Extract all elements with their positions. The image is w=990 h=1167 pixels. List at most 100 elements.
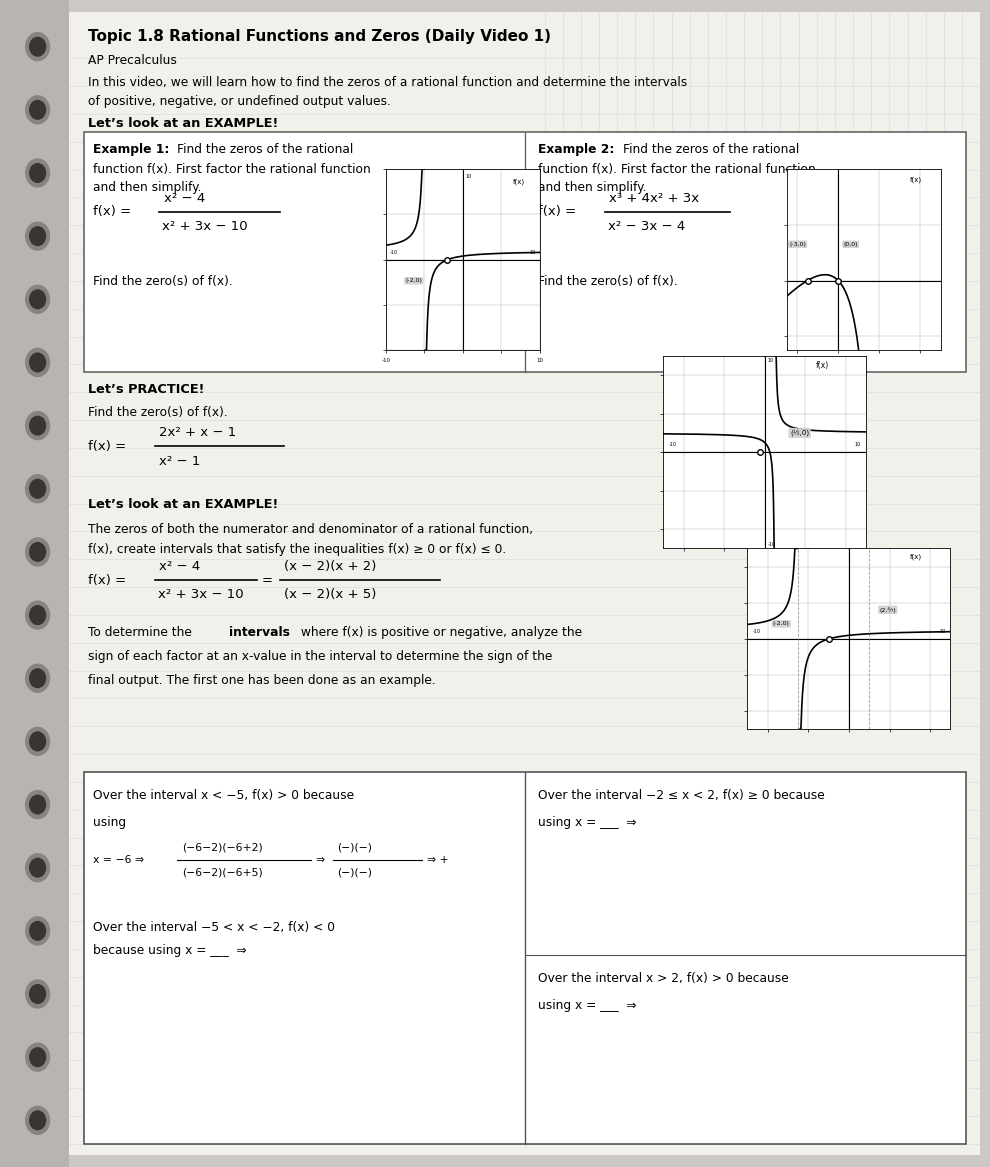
Circle shape	[30, 795, 46, 813]
Text: (x − 2)(x + 2): (x − 2)(x + 2)	[284, 560, 376, 573]
Text: sign of each factor at an x-value in the interval to determine the sign of the: sign of each factor at an x-value in the…	[88, 650, 552, 663]
Circle shape	[30, 732, 46, 750]
Text: x² − 3x − 4: x² − 3x − 4	[608, 221, 685, 233]
Text: Over the interval −2 ≤ x < 2, f(x) ≥ 0 because: Over the interval −2 ≤ x < 2, f(x) ≥ 0 b…	[539, 789, 825, 803]
Text: x² − 4: x² − 4	[163, 191, 205, 204]
Text: ⇒: ⇒	[315, 855, 325, 865]
Text: where f(x) is positive or negative, analyze the: where f(x) is positive or negative, anal…	[297, 626, 583, 638]
Text: f(x): f(x)	[910, 176, 922, 183]
Text: f(x): f(x)	[513, 179, 525, 184]
Bar	[83, 773, 965, 1144]
Text: (−6−2)(−6+5): (−6−2)(−6+5)	[181, 868, 262, 878]
Text: f(x): f(x)	[910, 553, 922, 559]
Text: -10: -10	[390, 250, 398, 256]
Circle shape	[30, 354, 46, 372]
Text: 10: 10	[855, 442, 861, 447]
Text: 2x² + x − 1: 2x² + x − 1	[159, 426, 237, 439]
Text: f(x), create intervals that satisfy the inequalities f(x) ≥ 0 or f(x) ≤ 0.: f(x), create intervals that satisfy the …	[88, 544, 506, 557]
Text: and then simplify.: and then simplify.	[539, 181, 646, 194]
Text: (−)(−): (−)(−)	[338, 843, 372, 853]
Circle shape	[26, 727, 50, 755]
Circle shape	[26, 285, 50, 313]
Text: -10: -10	[768, 541, 776, 546]
Text: Over the interval −5 < x < −2, f(x) < 0: Over the interval −5 < x < −2, f(x) < 0	[93, 921, 335, 934]
Text: final output. The first one has been done as an example.: final output. The first one has been don…	[88, 673, 436, 687]
Text: Example 1:: Example 1:	[93, 144, 169, 156]
Circle shape	[30, 1048, 46, 1067]
Text: (−6−2)(−6+2): (−6−2)(−6+2)	[181, 843, 262, 853]
Text: To determine the: To determine the	[88, 626, 196, 638]
Circle shape	[30, 922, 46, 941]
Circle shape	[26, 538, 50, 566]
Circle shape	[30, 859, 46, 878]
Text: In this video, we will learn how to find the zeros of a rational function and de: In this video, we will learn how to find…	[88, 76, 687, 89]
Circle shape	[30, 226, 46, 245]
Text: Find the zero(s) of f(x).: Find the zero(s) of f(x).	[93, 274, 233, 288]
Circle shape	[26, 1043, 50, 1071]
Circle shape	[26, 96, 50, 124]
Text: using: using	[93, 816, 126, 829]
Circle shape	[26, 980, 50, 1008]
Text: =: =	[261, 573, 273, 587]
Text: -10: -10	[752, 629, 760, 635]
Text: intervals: intervals	[229, 626, 290, 638]
Circle shape	[30, 37, 46, 56]
Text: f(x): f(x)	[816, 361, 829, 370]
Circle shape	[26, 412, 50, 440]
Circle shape	[26, 917, 50, 945]
Text: and then simplify.: and then simplify.	[93, 181, 201, 194]
Text: function f(x). First factor the rational function: function f(x). First factor the rational…	[93, 162, 370, 175]
Circle shape	[30, 669, 46, 687]
Text: using x = ___  ⇒: using x = ___ ⇒	[539, 999, 637, 1012]
Text: Over the interval x < −5, f(x) > 0 because: Over the interval x < −5, f(x) > 0 becau…	[93, 789, 353, 803]
Circle shape	[26, 664, 50, 692]
Circle shape	[26, 349, 50, 377]
Circle shape	[26, 790, 50, 818]
Bar	[0, 0, 69, 1167]
Text: (-2,0): (-2,0)	[405, 278, 422, 284]
Circle shape	[26, 1106, 50, 1134]
Text: x² + 3x − 10: x² + 3x − 10	[157, 588, 244, 601]
Text: Find the zeros of the rational: Find the zeros of the rational	[177, 144, 353, 156]
Text: (½,0): (½,0)	[790, 429, 809, 436]
Text: -10: -10	[668, 442, 676, 447]
Text: Find the zero(s) of f(x).: Find the zero(s) of f(x).	[539, 274, 678, 288]
Circle shape	[30, 606, 46, 624]
Text: Over the interval x > 2, f(x) > 0 because: Over the interval x > 2, f(x) > 0 becaus…	[539, 972, 789, 985]
Text: (x − 2)(x + 5): (x − 2)(x + 5)	[284, 588, 376, 601]
Text: f(x) =: f(x) =	[88, 440, 127, 453]
Circle shape	[30, 985, 46, 1004]
Circle shape	[26, 601, 50, 629]
Text: 10: 10	[530, 250, 536, 256]
Text: (-3,0): (-3,0)	[789, 242, 806, 246]
Text: f(x) =: f(x) =	[93, 205, 131, 218]
Circle shape	[30, 163, 46, 182]
Circle shape	[30, 543, 46, 561]
Text: (−)(−): (−)(−)	[338, 868, 372, 878]
Text: x² + 3x − 10: x² + 3x − 10	[162, 221, 248, 233]
Text: Let’s look at an EXAMPLE!: Let’s look at an EXAMPLE!	[88, 117, 278, 130]
Text: AP Precalculus: AP Precalculus	[88, 54, 177, 67]
Text: x² − 1: x² − 1	[159, 455, 201, 468]
Bar	[83, 132, 965, 372]
Text: f(x) =: f(x) =	[539, 205, 576, 218]
Text: f(x) =: f(x) =	[88, 573, 127, 587]
Text: (-2,0): (-2,0)	[773, 621, 790, 627]
Text: Let’s look at an EXAMPLE!: Let’s look at an EXAMPLE!	[88, 498, 278, 511]
Text: Find the zero(s) of f(x).: Find the zero(s) of f(x).	[88, 406, 228, 419]
Text: ⇒ +: ⇒ +	[427, 855, 448, 865]
Text: The zeros of both the numerator and denominator of a rational function,: The zeros of both the numerator and deno…	[88, 523, 534, 536]
Circle shape	[26, 33, 50, 61]
Text: 10: 10	[768, 358, 774, 363]
Circle shape	[30, 417, 46, 435]
Text: 10: 10	[465, 174, 471, 179]
Text: using x = ___  ⇒: using x = ___ ⇒	[539, 816, 637, 829]
Circle shape	[30, 1111, 46, 1130]
Text: x³ + 4x² + 3x: x³ + 4x² + 3x	[609, 191, 700, 204]
Text: x = −6 ⇒: x = −6 ⇒	[93, 855, 144, 865]
Text: function f(x). First factor the rational function: function f(x). First factor the rational…	[539, 162, 816, 175]
Circle shape	[26, 159, 50, 187]
Circle shape	[26, 475, 50, 503]
Text: Let’s PRACTICE!: Let’s PRACTICE!	[88, 384, 205, 397]
Text: Find the zeros of the rational: Find the zeros of the rational	[623, 144, 799, 156]
